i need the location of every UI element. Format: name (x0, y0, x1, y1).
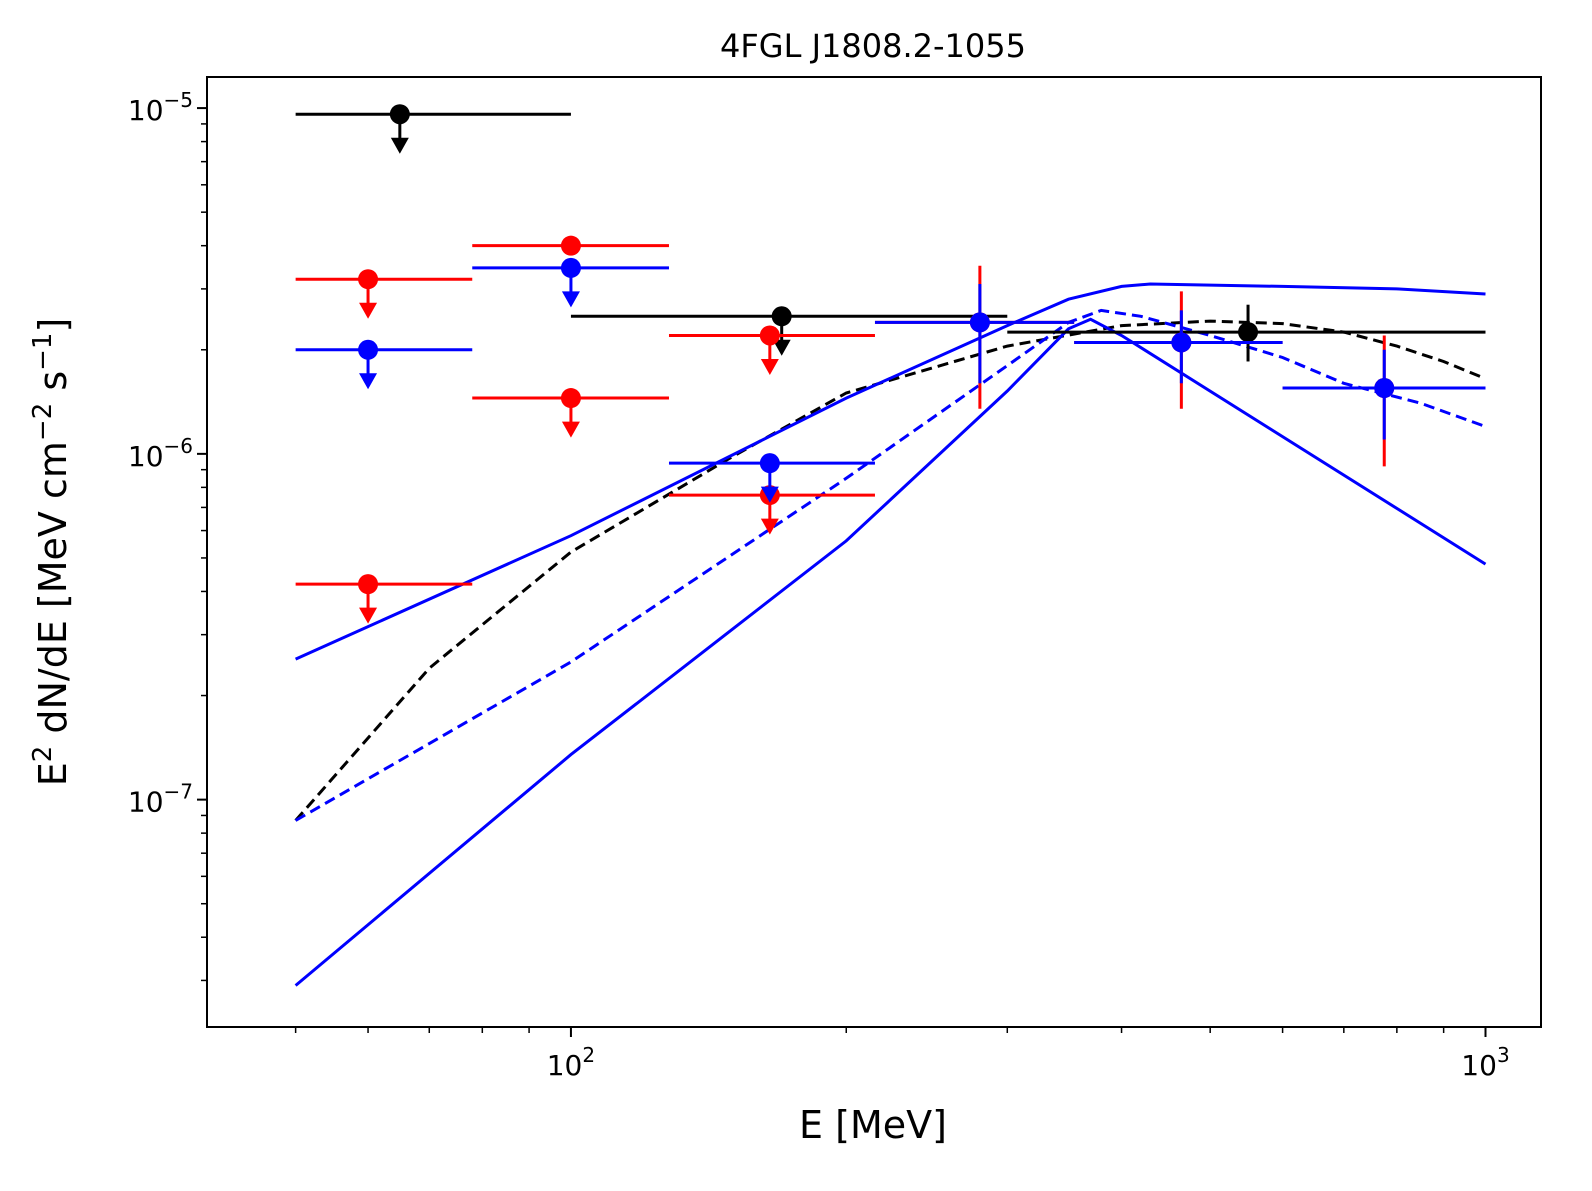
blue-points-ul-arrowhead (359, 373, 378, 390)
blue-points-marker (1171, 332, 1192, 353)
red-points-marker (560, 235, 581, 256)
black-points-marker (389, 104, 410, 125)
y-label-tail: s (31, 371, 75, 403)
red-points-ul-arrowhead (760, 358, 779, 375)
blue-points-marker (759, 453, 780, 474)
blue-points-marker (969, 312, 990, 333)
y-tick-label: 10−5 (128, 88, 193, 127)
data-points (295, 104, 1486, 624)
x-tick-label: 103 (1461, 1043, 1509, 1082)
red-points-ul-arrowhead (760, 518, 779, 535)
y-tick-label-exp: −5 (164, 88, 193, 112)
plot-frame (207, 77, 1541, 1027)
blue-dashed-model (294, 308, 1487, 822)
x-axis-ticks: 102 103 (294, 1027, 1510, 1082)
blue-solid-upper (294, 282, 1486, 661)
blue-points-ul-arrowhead (760, 486, 779, 503)
plot-area (206, 76, 1542, 1028)
plot-border (206, 76, 1542, 1028)
y-label-mid: dN/dE [MeV cm (31, 441, 75, 746)
red-points-marker (560, 388, 581, 409)
x-tick-label-exp: 3 (1497, 1043, 1510, 1067)
y-label-base-sup: 2 (28, 746, 58, 763)
y-tick-label: 10−7 (128, 780, 193, 819)
y-tick-label-base: 10 (128, 786, 164, 819)
y-label-tail-sup: −1 (28, 333, 58, 371)
x-tick-label-base: 10 (547, 1049, 583, 1082)
blue-points-marker (560, 257, 581, 278)
red-points-ul-arrowhead (561, 421, 580, 438)
y-label-end: ] (31, 318, 75, 333)
x-tick-label-exp: 2 (582, 1043, 595, 1067)
y-label-base: E (31, 762, 75, 786)
red-points-marker (759, 325, 780, 346)
y-tick-label: 10−6 (128, 434, 193, 473)
red-points-ul-arrowhead (359, 302, 378, 319)
black-points-marker (1238, 322, 1259, 343)
black-points-ul-arrowhead (772, 339, 791, 356)
x-tick-label: 102 (547, 1043, 595, 1082)
blue-points-ul-arrowhead (561, 291, 580, 308)
y-tick-label-exp: −7 (164, 780, 193, 804)
red-points-marker (358, 269, 379, 290)
black-dashed-model (294, 319, 1487, 822)
y-tick-label-exp: −6 (164, 434, 193, 458)
y-label-mid-sup: −2 (28, 403, 58, 441)
y-tick-label-base: 10 (128, 94, 164, 127)
black-points-marker (771, 306, 792, 327)
chart-title: 4FGL J1808.2-1055 (720, 27, 1026, 65)
y-axis-label: E2 dN/dE [MeV cm−2 s−1] (28, 318, 75, 787)
x-tick-label-base: 10 (1461, 1049, 1497, 1082)
red-points-ul-arrowhead (359, 607, 378, 624)
y-axis-ticks: 10−710−610−5 (128, 88, 207, 982)
x-axis-label: E [MeV] (799, 1103, 947, 1147)
blue-points-marker (1374, 378, 1395, 399)
red-points-marker (358, 574, 379, 595)
blue-points-marker (358, 339, 379, 360)
black-points-ul-arrowhead (390, 137, 409, 154)
y-tick-label-base: 10 (128, 440, 164, 473)
